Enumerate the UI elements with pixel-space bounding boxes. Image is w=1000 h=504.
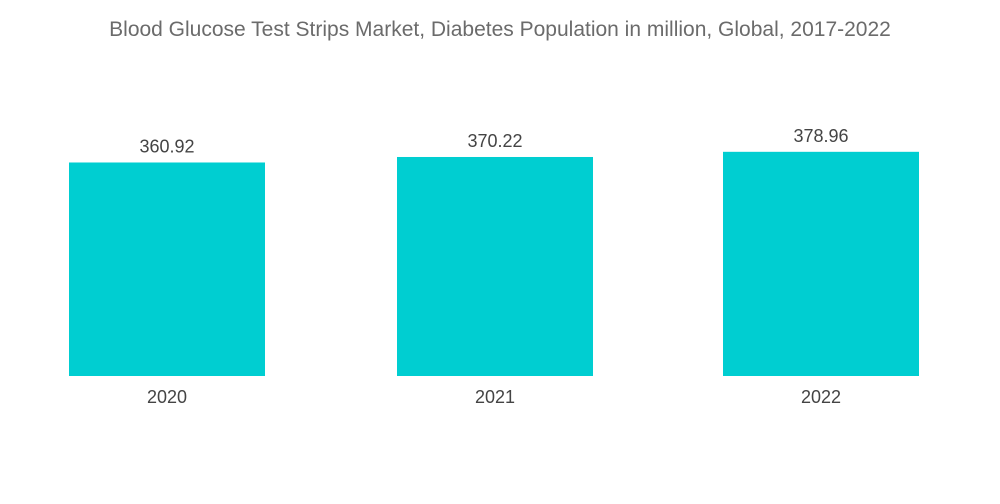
data-label-2022: 378.96: [793, 126, 848, 146]
x-tick-label-2022: 2022: [801, 387, 841, 407]
x-tick-label-2020: 2020: [147, 387, 187, 407]
bar-2022: [723, 151, 919, 376]
data-label-2021: 370.22: [467, 131, 522, 151]
chart-title: Blood Glucose Test Strips Market, Diabet…: [109, 18, 891, 41]
bar-2020: [69, 162, 265, 376]
data-labels-layer: 360.92 370.22 378.96: [139, 126, 848, 157]
data-label-2020: 360.92: [139, 136, 194, 156]
x-tick-label-2021: 2021: [475, 387, 515, 407]
bars-layer: [69, 151, 919, 376]
x-axis-tick-labels: 2020 2021 2022: [147, 387, 841, 407]
bar-2021: [397, 156, 593, 376]
